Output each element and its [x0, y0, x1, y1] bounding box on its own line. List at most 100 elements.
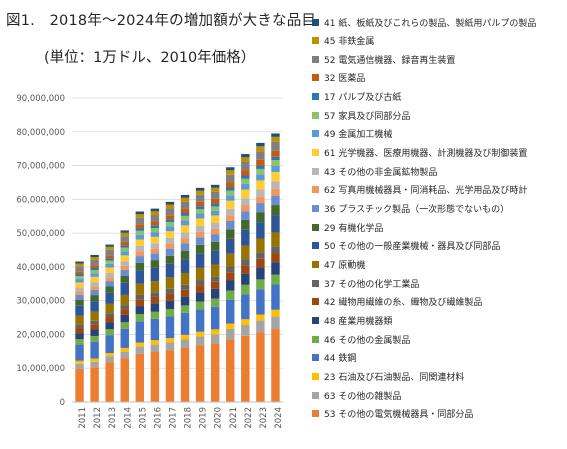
x-tick-label: 2023	[259, 407, 269, 429]
bar-segment	[226, 290, 235, 300]
bar-segment	[120, 282, 129, 295]
bar-segment	[135, 294, 145, 300]
bar-segment	[210, 334, 220, 344]
bar-segment	[120, 305, 129, 310]
bar-segment	[256, 279, 265, 290]
bar-segment	[180, 208, 190, 214]
bar-segment	[105, 286, 114, 293]
bar-segment	[271, 232, 280, 247]
bar-segment	[75, 333, 84, 340]
legend-item: 42 繊物用繊維の糸、織物及び繊維製品	[312, 294, 482, 310]
bar-segment	[195, 285, 205, 293]
bar-segment	[256, 165, 265, 169]
bar-segment	[180, 215, 190, 221]
bar-segment	[165, 215, 175, 220]
bar-segment	[241, 259, 250, 266]
bar-segment	[226, 339, 235, 402]
bar-segment	[241, 175, 250, 179]
bar-segment	[241, 229, 250, 246]
bar-segment	[150, 228, 160, 233]
bar-segment	[90, 276, 99, 283]
bar-segment	[120, 251, 129, 256]
bar-segment	[75, 363, 84, 369]
bar-segment	[271, 188, 280, 196]
bar-segment	[271, 195, 280, 206]
bar-segment	[210, 206, 220, 211]
bar-segment	[165, 300, 175, 310]
bar-segment	[120, 236, 129, 242]
legend-item: 52 電気通信機器、録音再生装置	[312, 51, 455, 67]
bar-segment	[271, 165, 280, 172]
y-tick-label: 70,000,000	[16, 162, 65, 172]
bar-segment	[105, 329, 114, 336]
bar-segment	[210, 298, 220, 307]
bar-segment	[165, 231, 175, 239]
bar-segment	[241, 245, 250, 260]
bar-segment	[241, 189, 250, 199]
x-tick-label: 2013	[108, 407, 118, 429]
bar-segment	[241, 273, 250, 285]
bar-segment	[226, 174, 235, 183]
bar-segment	[180, 220, 190, 226]
y-tick-label: 60,000,000	[16, 195, 65, 205]
legend-item: 37 その他の化学工業品	[312, 275, 419, 291]
bar-segment	[135, 262, 145, 271]
bar-segment	[105, 246, 114, 250]
bar-segment	[120, 358, 129, 402]
bar-segment	[90, 295, 99, 302]
bar-segment	[90, 270, 99, 274]
bar-segment	[165, 309, 175, 317]
bar-segment	[75, 299, 84, 306]
bar-segment	[75, 291, 84, 295]
bar-segment	[241, 211, 250, 220]
bar-segment	[105, 313, 114, 318]
bar-segment	[165, 316, 175, 339]
bar-segment	[165, 263, 175, 278]
bar-segment	[180, 238, 190, 244]
bar-segment	[120, 247, 129, 252]
bar-segment	[210, 329, 220, 335]
bar-segment	[195, 301, 205, 310]
bar-segment	[120, 261, 129, 266]
bar-segment	[180, 296, 190, 306]
bar-segment	[195, 187, 205, 191]
bar-segment	[90, 257, 99, 260]
y-tick-label: 10,000,000	[16, 364, 65, 374]
legend-label: 32 医薬品	[324, 74, 366, 85]
bar-segment	[180, 243, 190, 251]
bar-segment	[180, 347, 190, 402]
legend-label: 53 その他の電気機械器具・同部分品	[324, 410, 474, 421]
bar-segment	[135, 239, 145, 246]
bar-segment	[150, 236, 160, 244]
bar-segment	[90, 265, 99, 269]
legend-swatch	[312, 372, 319, 380]
bar-segment	[210, 306, 220, 330]
bar-segment	[75, 273, 84, 277]
legend-label: 62 写真用機械器具・同消耗品、光学用品及び時計	[324, 186, 528, 197]
bar-segment	[90, 259, 99, 266]
bar-segment	[75, 261, 84, 264]
legend-label: 29 有機化学品	[324, 223, 384, 234]
bar-segment	[226, 253, 235, 267]
legend-label: 52 電気通信機器、録音再生装置	[324, 55, 456, 66]
chart-subtitle: (単位：1万ドル、2010年価格）	[44, 50, 256, 66]
legend-swatch	[312, 74, 319, 82]
bar-segment	[180, 334, 190, 340]
bar-segment	[165, 350, 175, 402]
bar-segment	[271, 160, 280, 166]
legend-swatch	[312, 354, 319, 362]
bar-segment	[210, 222, 220, 229]
bar-segment	[120, 230, 129, 233]
bar-segment	[120, 328, 129, 348]
bar-segment	[165, 201, 175, 205]
legend-item: 62 写真用機械器具・同消耗品、光学用品及び時計	[312, 182, 527, 198]
bar-segment	[195, 280, 205, 286]
bar-segment	[271, 274, 280, 285]
bar-segment	[165, 204, 175, 209]
x-tick-label: 2012	[93, 407, 103, 429]
bar-segment	[90, 361, 99, 368]
bar-segment	[241, 178, 250, 184]
bar-segment	[180, 284, 190, 290]
legend-label: 44 鉄鋼	[324, 354, 357, 365]
